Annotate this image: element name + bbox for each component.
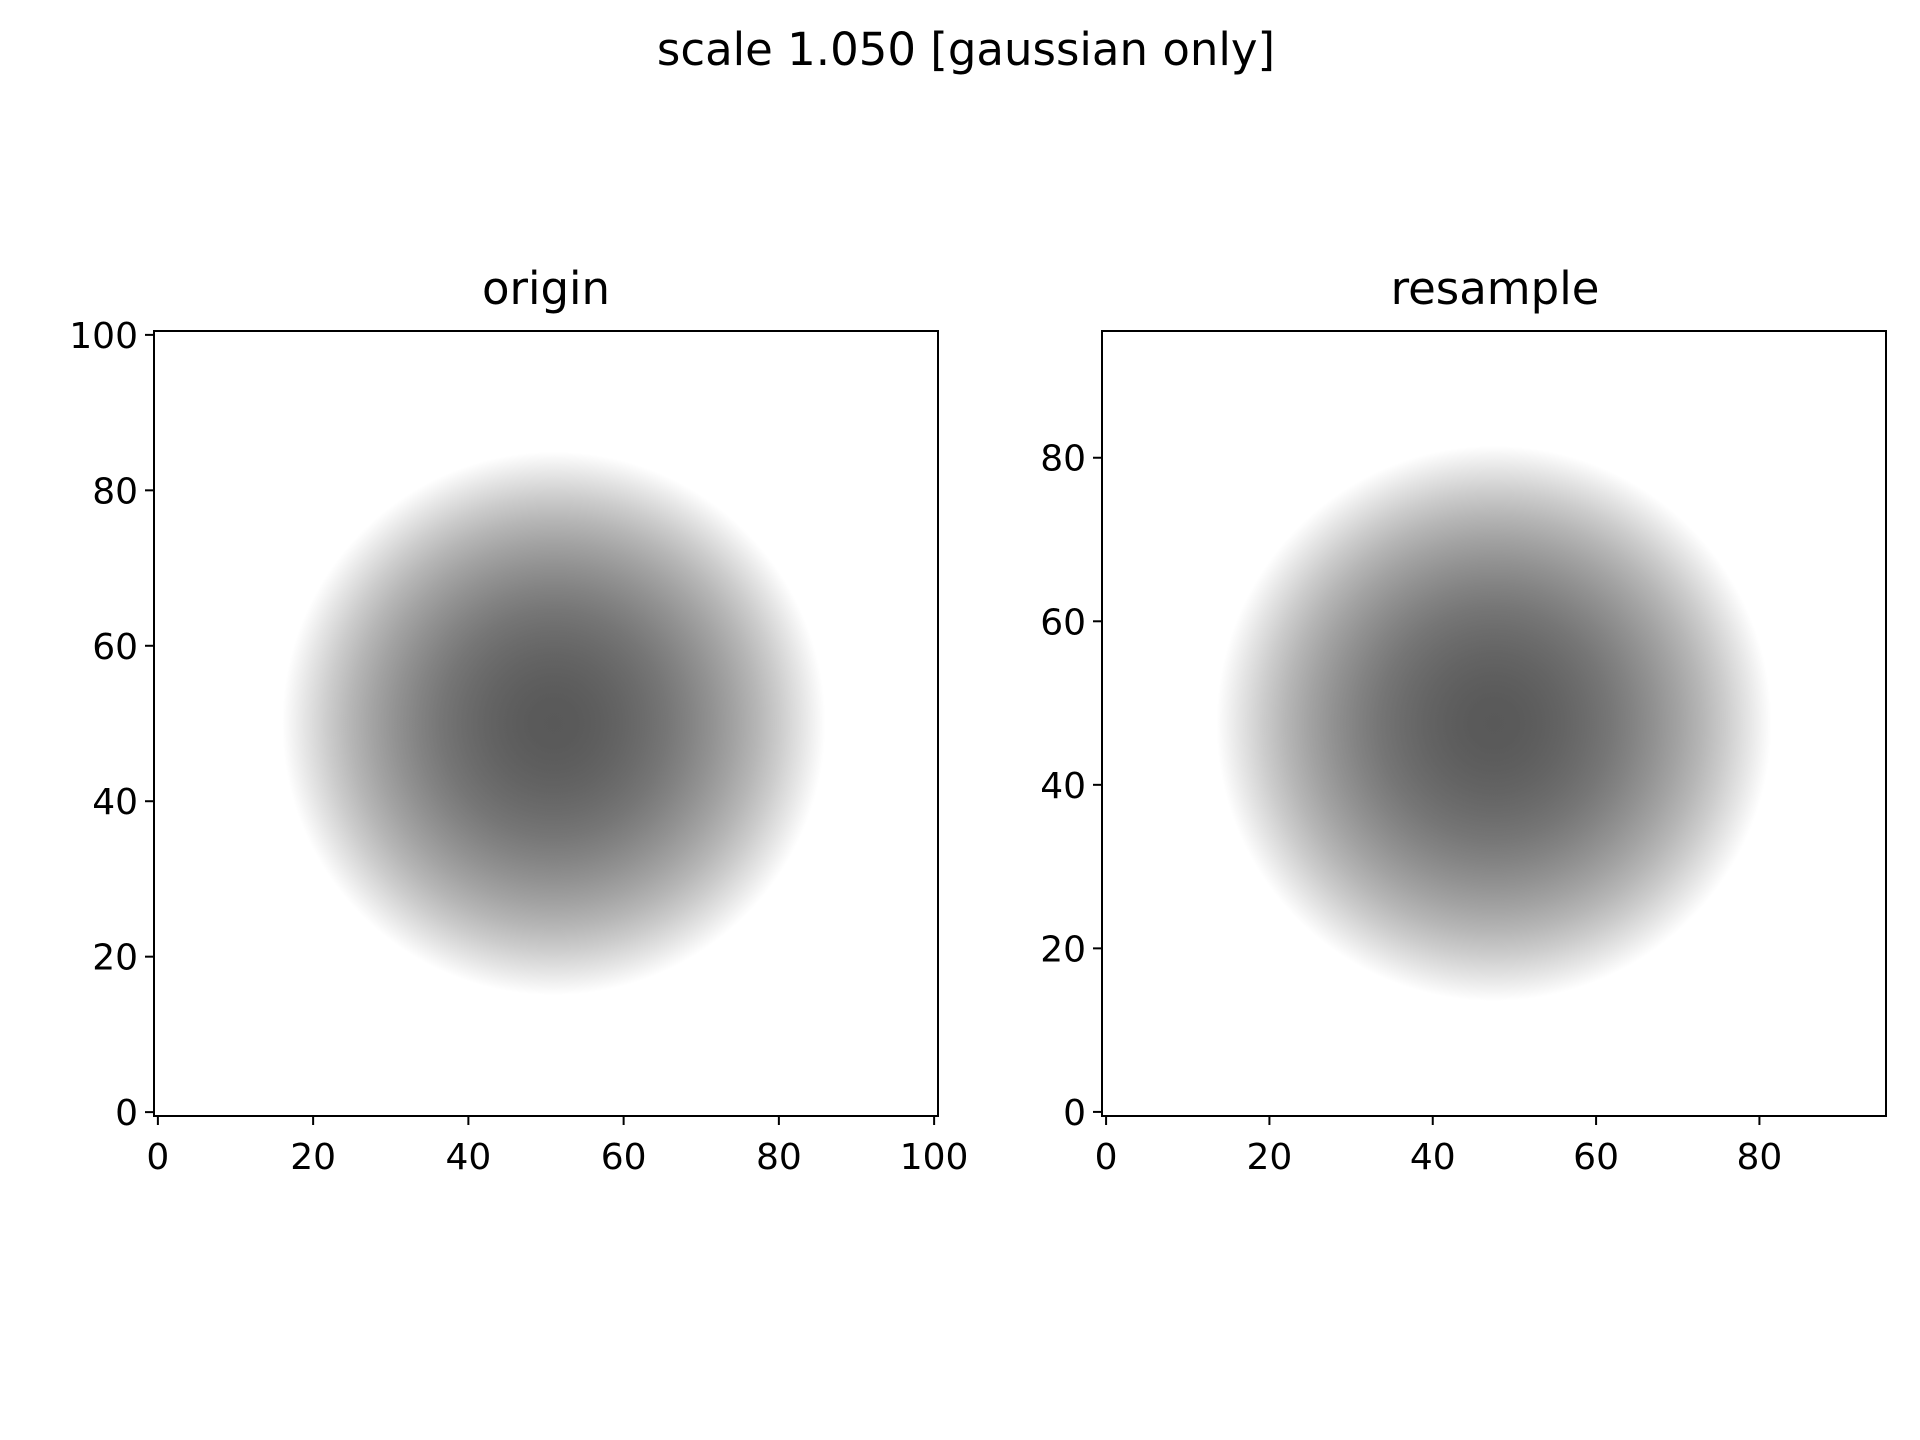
x-tick-label: 20 [1247,1137,1293,1178]
x-tick-label: 20 [290,1137,336,1178]
y-tick-label: 80 [92,471,138,512]
y-tick-label: 40 [92,782,138,823]
y-tick-label: 40 [1040,766,1086,807]
y-tick-label: 80 [1040,439,1086,480]
x-tick-label: 40 [445,1137,491,1178]
axes-frame [1101,330,1887,1117]
x-tick-label: 100 [900,1137,969,1178]
x-tick-label: 40 [1410,1137,1456,1178]
panel-resample: resample 0 20 40 60 80 0 20 40 60 80 [1040,262,1887,1178]
x-tick-label: 0 [1095,1137,1118,1178]
gaussian-blob [282,451,826,996]
panel-origin: origin 0 20 40 60 80 100 0 20 40 60 80 100 [69,262,968,1178]
x-tick-label: 0 [146,1137,169,1178]
figure-title: scale 1.050 [gaussian only] [657,23,1275,76]
x-tick-label: 60 [1573,1137,1619,1178]
x-tick-label: 80 [756,1137,802,1178]
y-tick-label: 60 [1040,602,1086,643]
panel-title-origin: origin [482,262,610,315]
x-tick-label: 80 [1737,1137,1783,1178]
x-tick-label: 60 [601,1137,647,1178]
y-tick-label: 20 [1040,929,1086,970]
y-tick-label: 0 [1063,1093,1086,1134]
y-tick-label: 60 [92,627,138,668]
y-tick-label: 20 [92,938,138,979]
y-tick-label: 0 [115,1093,138,1134]
y-tick-label: 100 [69,316,138,357]
gaussian-blob [1216,445,1772,1002]
panel-title-resample: resample [1391,262,1600,315]
axes-frame [153,330,939,1117]
